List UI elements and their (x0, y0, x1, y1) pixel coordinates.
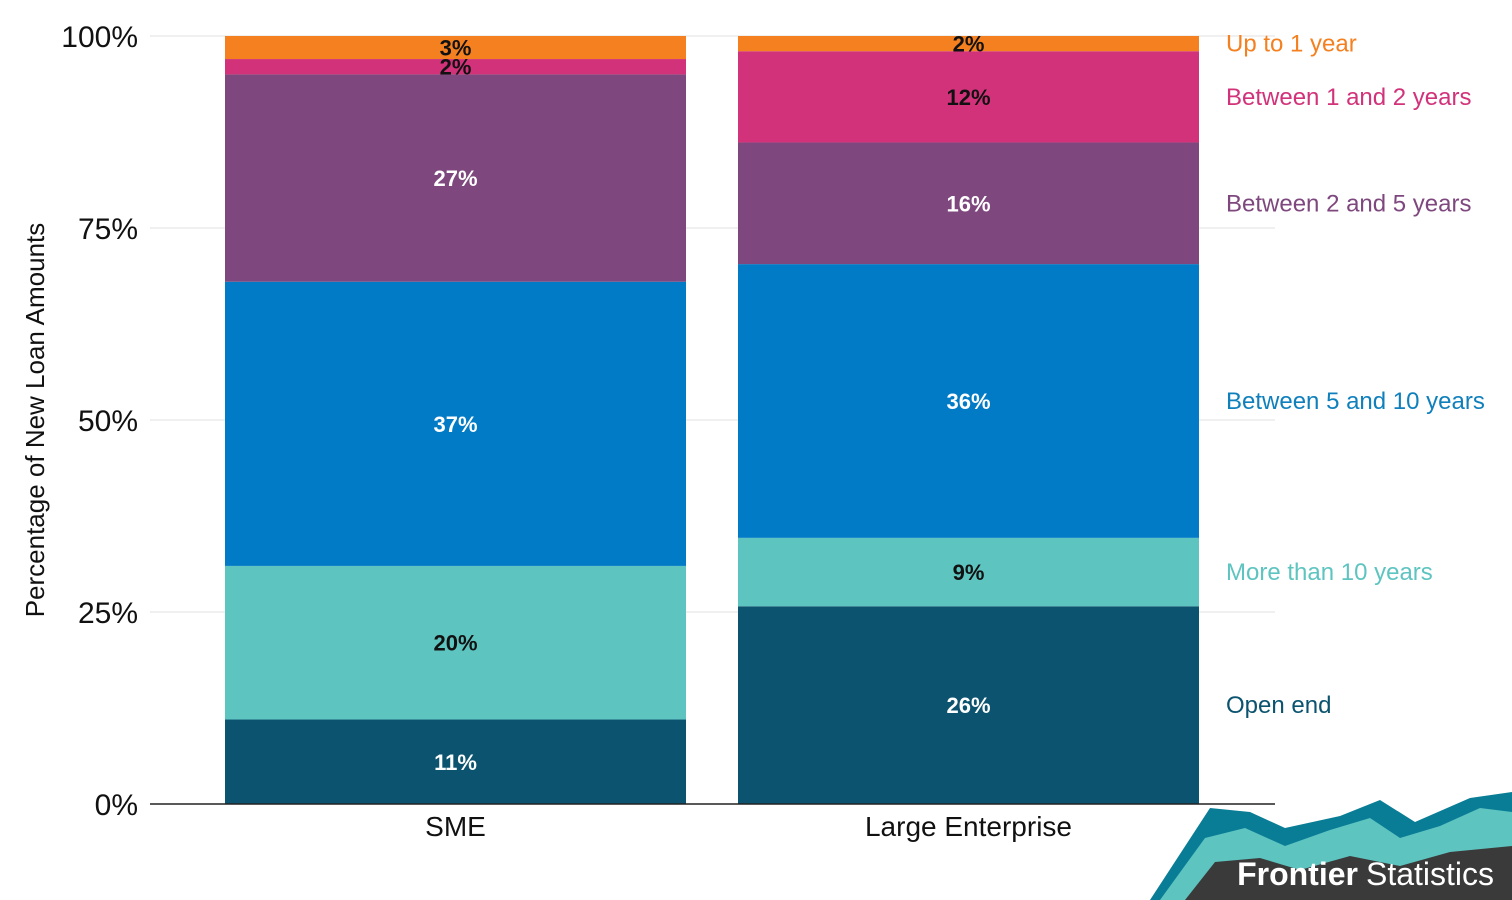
x-tick-label: Large Enterprise (865, 811, 1072, 842)
y-tick-label: 25% (78, 597, 138, 630)
bar-segment (738, 264, 1199, 538)
segment-label: 9% (953, 560, 985, 585)
y-axis-title: Percentage of New Loan Amounts (20, 223, 50, 618)
y-tick-label: 100% (61, 21, 138, 54)
segment-label: 2% (953, 32, 985, 57)
segment-label: 16% (946, 191, 990, 216)
bar-segment (225, 565, 686, 720)
y-tick-label: 0% (95, 789, 138, 822)
brand-logo: Frontier Statistics (1150, 792, 1512, 900)
segment-label: 12% (946, 85, 990, 110)
segment-label: 27% (433, 166, 477, 191)
legend-item: Between 1 and 2 years (1226, 84, 1472, 111)
brand-name: Frontier Statistics (1237, 856, 1494, 892)
bar-segment (225, 281, 686, 566)
bar-segment (738, 537, 1199, 607)
bar-segment (225, 719, 686, 804)
bar-segment (738, 606, 1199, 804)
brand-name-light: Statistics (1366, 856, 1494, 892)
y-axis-ticks: 0% 25% 50% 75% 100% (61, 21, 138, 822)
segment-label: 20% (433, 631, 477, 656)
segment-label: 37% (433, 412, 477, 437)
brand-name-bold: Frontier (1237, 856, 1358, 892)
bar-segment (738, 51, 1199, 143)
segment-label: 11% (434, 750, 477, 775)
y-tick-label: 75% (78, 213, 138, 246)
segment-labels: 11%20%37%27%2%3%26%9%36%16%12%2% (433, 32, 990, 775)
legend-item: Between 5 and 10 years (1226, 388, 1485, 415)
bar-segment (225, 59, 686, 75)
bar-segment (225, 74, 686, 282)
brand-mountain-shadow (1185, 846, 1512, 900)
x-axis-ticks: SME Large Enterprise (425, 811, 1072, 842)
segment-label: 3% (440, 36, 472, 61)
segment-label: 26% (946, 693, 990, 718)
legend-item: More than 10 years (1226, 559, 1433, 586)
legend-item: Open end (1226, 692, 1331, 719)
bars (225, 36, 1199, 804)
segment-label: 36% (946, 389, 990, 414)
y-tick-label: 50% (78, 405, 138, 438)
x-tick-label: SME (425, 811, 486, 842)
legend-item: Up to 1 year (1226, 31, 1357, 58)
legend: Open end More than 10 years Between 5 and … (1226, 31, 1485, 720)
bar-segment (738, 36, 1199, 52)
bar-segment (225, 36, 686, 60)
segment-label: 2% (440, 55, 472, 80)
bar-segment (738, 142, 1199, 265)
legend-item: Between 2 and 5 years (1226, 190, 1472, 217)
